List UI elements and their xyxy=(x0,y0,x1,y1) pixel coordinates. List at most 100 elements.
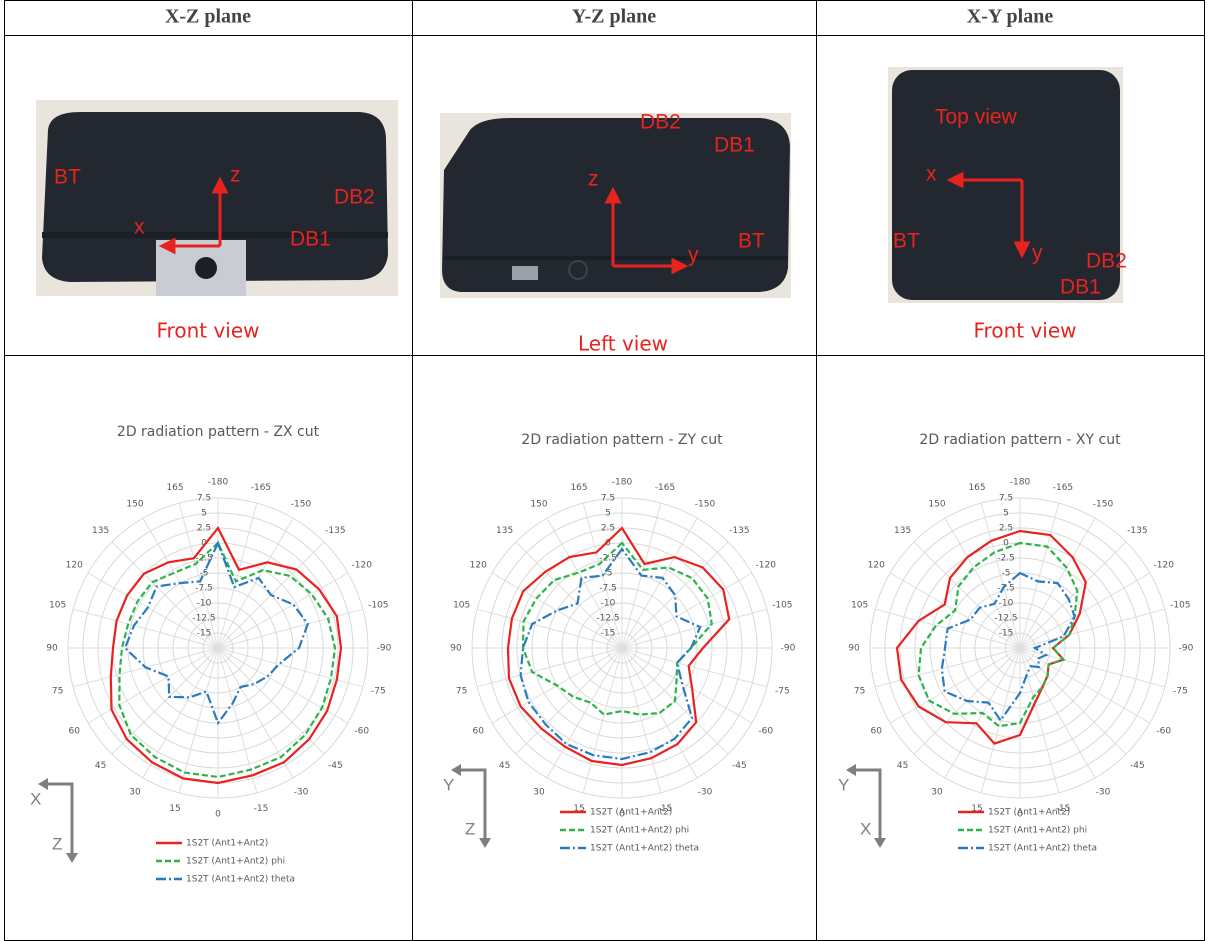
photo-label: BT xyxy=(738,230,765,253)
radial-tick-label: -10 xyxy=(197,599,212,609)
radial-tick-label: -12.5 xyxy=(192,614,215,624)
radial-tick-label: 7.5 xyxy=(197,494,211,504)
angle-tick-label: -75 xyxy=(1173,686,1188,696)
angle-tick-label: 150 xyxy=(530,500,547,510)
legend-label: 1S2T (Ant1+Ant2) xyxy=(590,808,672,818)
angle-tick-label: -45 xyxy=(1130,761,1145,771)
axis-label: X xyxy=(30,789,41,808)
angle-tick-label: 120 xyxy=(868,561,885,571)
photo-label: DB2 xyxy=(334,186,375,209)
angle-tick-label: 75 xyxy=(854,686,865,696)
angle-tick-label: -120 xyxy=(1154,561,1175,571)
angle-tick-label: 15 xyxy=(169,804,180,814)
axis-indicator xyxy=(66,853,78,863)
angle-tick-label: -120 xyxy=(756,561,777,571)
axis-label: Y xyxy=(443,775,454,794)
angle-tick-label: -120 xyxy=(352,561,373,571)
photo-label: x xyxy=(134,216,145,239)
angle-tick-label: -90 xyxy=(1179,644,1194,654)
photo-label: BT xyxy=(893,230,920,253)
radial-tick-label: 2.5 xyxy=(197,524,211,534)
angle-tick-label: -180 xyxy=(1010,478,1031,488)
radial-tick-label: -15 xyxy=(197,629,212,639)
photo-label: DB1 xyxy=(1060,276,1101,299)
radial-tick-label: -7.5 xyxy=(599,584,617,594)
angle-tick-label: 45 xyxy=(499,761,510,771)
angle-tick-label: 165 xyxy=(166,483,183,493)
angle-tick-label: -165 xyxy=(251,483,271,493)
angle-tick-label: -75 xyxy=(775,686,790,696)
radial-tick-label: -10 xyxy=(999,599,1014,609)
angle-tick-label: 150 xyxy=(928,500,945,510)
angle-tick-label: 60 xyxy=(871,727,883,737)
axis-indicator xyxy=(479,838,491,848)
axis-label: Z xyxy=(52,834,62,853)
radial-tick-label: 2.5 xyxy=(999,524,1013,534)
angle-tick-label: -105 xyxy=(772,601,792,611)
chart-title: 2D radiation pattern - ZY cut xyxy=(521,432,723,448)
legend-label: 1S2T (Ant1+Ant2) phi xyxy=(590,826,689,836)
angle-tick-label: 45 xyxy=(95,761,106,771)
axis-label: Y xyxy=(838,775,849,794)
radial-tick-label: 5 xyxy=(1003,509,1009,519)
axis-label: X xyxy=(860,819,871,838)
column-header: X-Z plane xyxy=(165,6,251,28)
angle-tick-label: -90 xyxy=(377,644,392,654)
chart-title: 2D radiation pattern - XY cut xyxy=(919,432,1121,448)
radial-tick-label: 5 xyxy=(201,509,207,519)
angle-tick-label: 165 xyxy=(968,483,985,493)
radial-tick-label: 5 xyxy=(605,509,611,519)
photo-label: z xyxy=(588,168,599,191)
radial-tick-label: -5 xyxy=(1002,569,1011,579)
angle-tick-label: 165 xyxy=(570,483,587,493)
angle-tick-label: 105 xyxy=(49,601,66,611)
angle-tick-label: -180 xyxy=(208,478,229,488)
angle-tick-label: -30 xyxy=(1096,787,1111,797)
angle-tick-label: 135 xyxy=(894,526,911,536)
angle-tick-label: -150 xyxy=(291,500,312,510)
photo-caption: Front view xyxy=(157,319,260,343)
legend-label: 1S2T (Ant1+Ant2) xyxy=(186,839,268,849)
angle-tick-label: -60 xyxy=(1156,727,1171,737)
angle-tick-label: -45 xyxy=(328,761,343,771)
angle-tick-label: 105 xyxy=(851,601,868,611)
angle-tick-label: -165 xyxy=(1053,483,1073,493)
angle-tick-label: -60 xyxy=(758,727,773,737)
photo-label: z xyxy=(230,164,241,187)
photo-label: DB2 xyxy=(1086,250,1127,273)
angle-tick-label: 135 xyxy=(496,526,513,536)
angle-tick-label: 135 xyxy=(92,526,109,536)
angle-tick-label: -135 xyxy=(729,526,749,536)
photo-caption: Front view xyxy=(974,319,1077,343)
photo-label: BT xyxy=(54,166,81,189)
radial-tick-label: -12.5 xyxy=(994,614,1017,624)
angle-tick-label: 105 xyxy=(453,601,470,611)
angle-tick-label: 75 xyxy=(456,686,467,696)
radial-tick-label: -2.5 xyxy=(997,554,1015,564)
legend-label: 1S2T (Ant1+Ant2) theta xyxy=(186,875,295,885)
angle-tick-label: 30 xyxy=(129,787,141,797)
angle-tick-label: -180 xyxy=(612,478,633,488)
angle-tick-label: 90 xyxy=(848,644,860,654)
angle-tick-label: -75 xyxy=(371,686,386,696)
angle-tick-label: -30 xyxy=(698,787,713,797)
angle-tick-label: -30 xyxy=(294,787,309,797)
legend-label: 1S2T (Ant1+Ant2) theta xyxy=(590,844,699,854)
angle-tick-label: 30 xyxy=(931,787,943,797)
angle-tick-label: -15 xyxy=(254,804,269,814)
column-header: X-Y plane xyxy=(967,6,1054,28)
angle-tick-label: 45 xyxy=(897,761,908,771)
radial-tick-label: -15 xyxy=(999,629,1014,639)
angle-tick-label: 0 xyxy=(215,810,221,820)
angle-tick-label: 120 xyxy=(66,561,83,571)
legend-label: 1S2T (Ant1+Ant2) xyxy=(988,808,1070,818)
angle-tick-label: -150 xyxy=(1093,500,1114,510)
column-header: Y-Z plane xyxy=(572,6,656,28)
axis-indicator xyxy=(846,764,856,776)
angle-tick-label: -105 xyxy=(1170,601,1190,611)
axis-indicator xyxy=(38,778,48,790)
axis-indicator xyxy=(451,764,461,776)
photo-label: DB2 xyxy=(640,111,681,134)
photo-label: DB1 xyxy=(714,134,755,157)
radial-tick-label: -7.5 xyxy=(195,584,213,594)
